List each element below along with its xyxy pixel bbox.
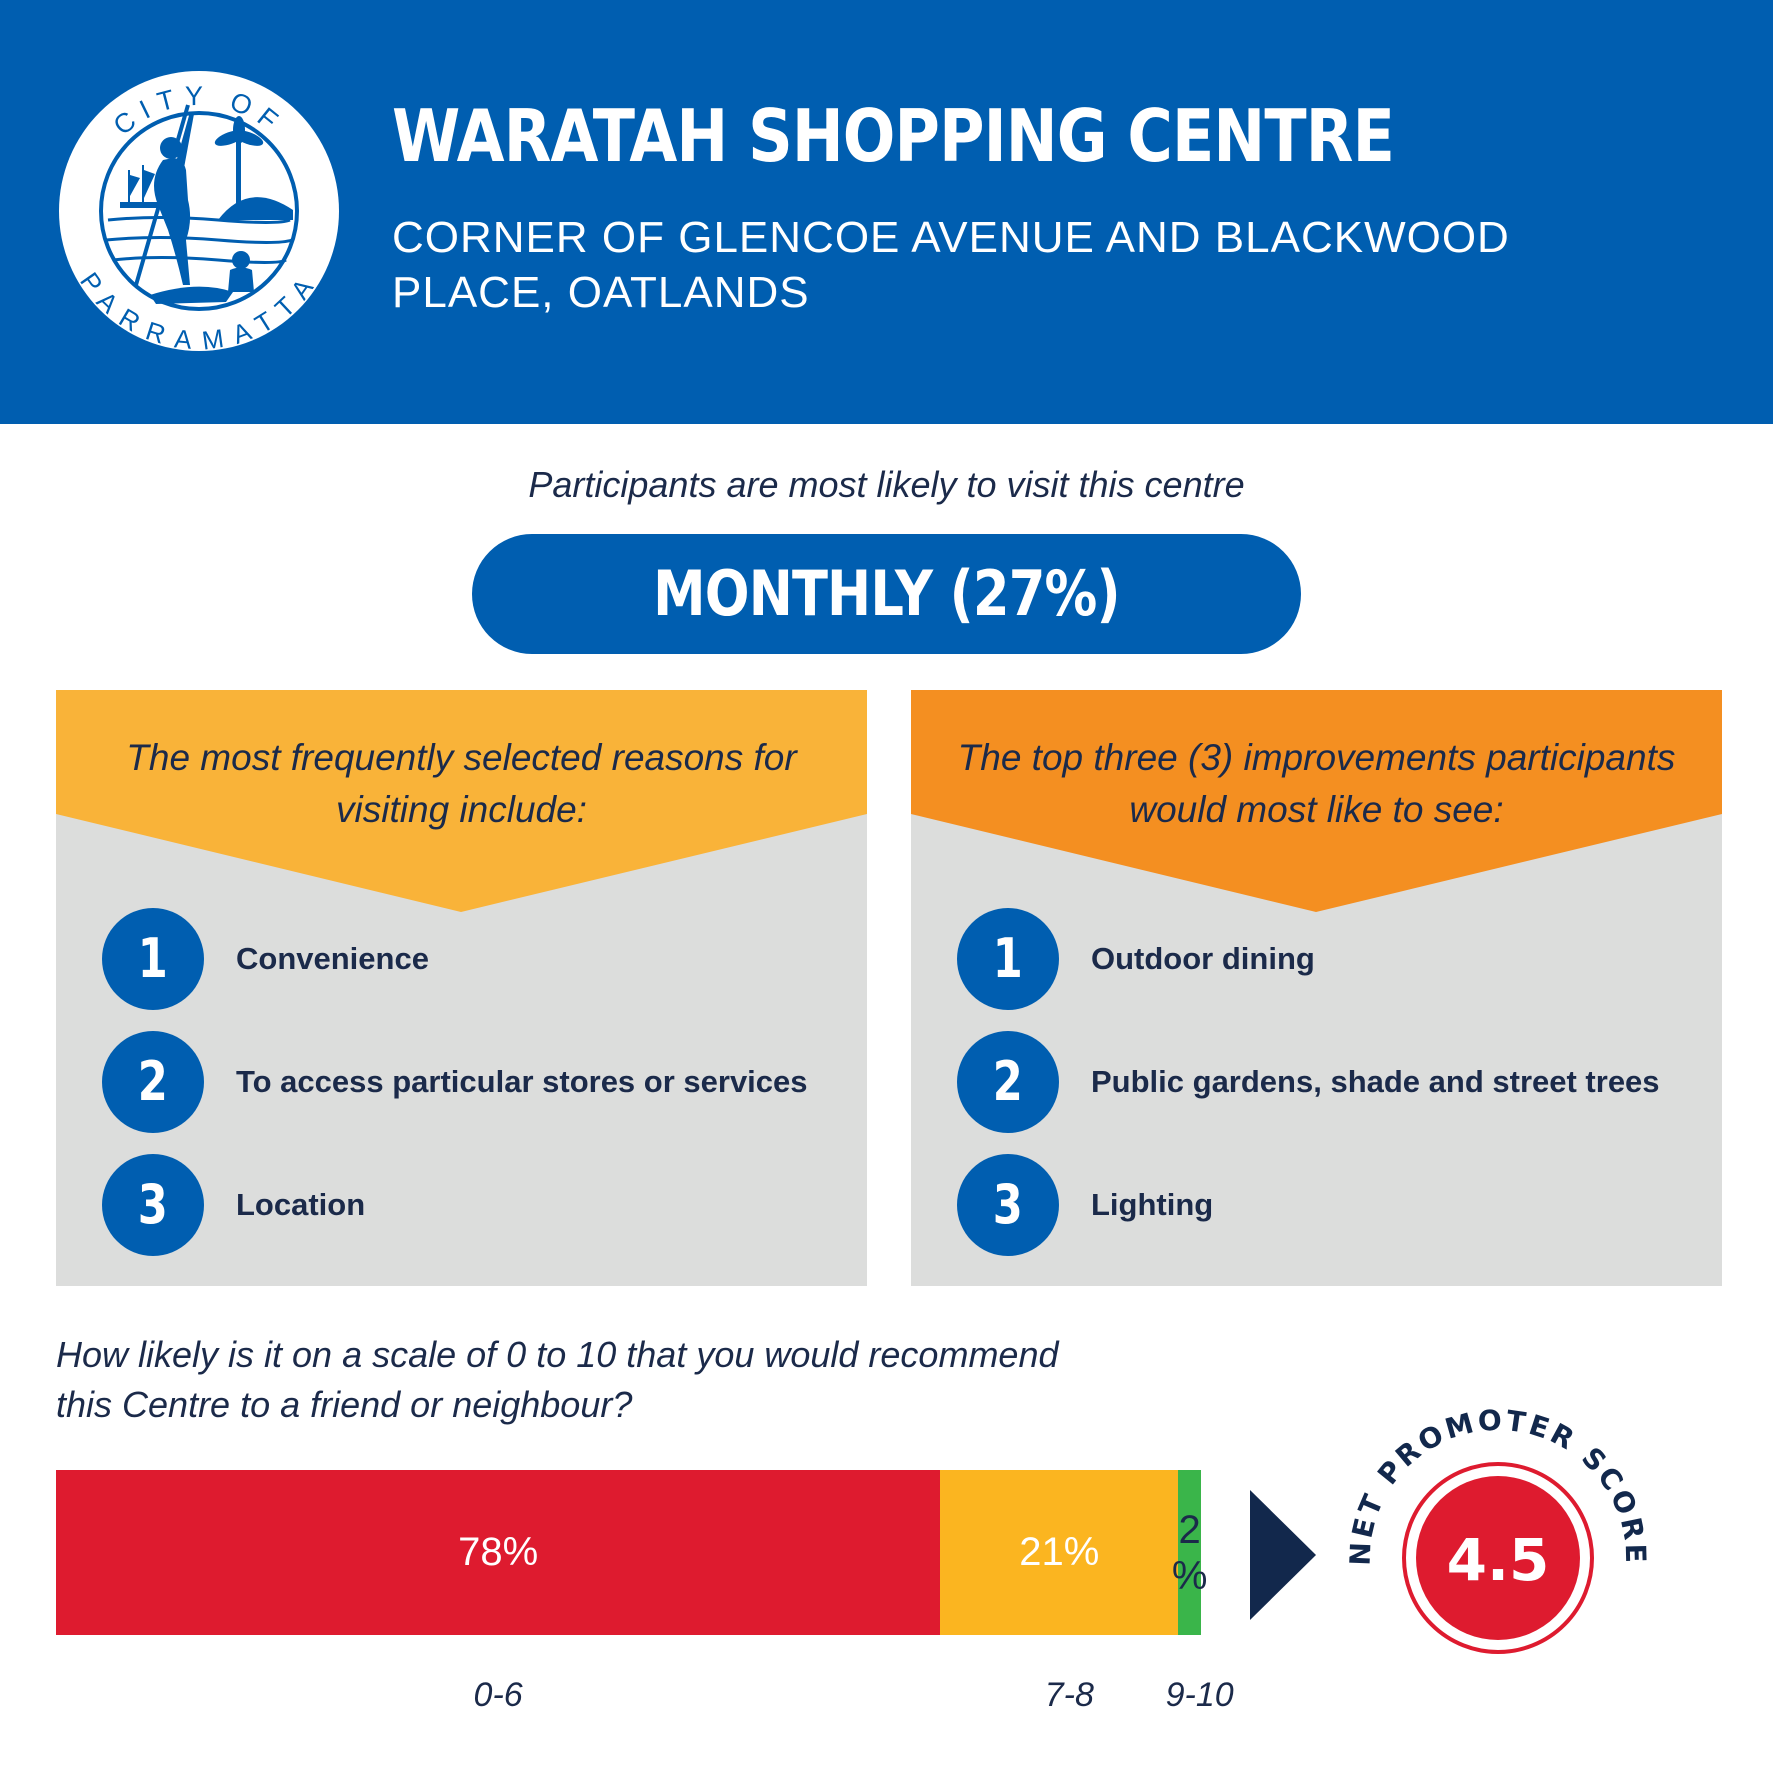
- number-text: 3: [137, 1173, 169, 1236]
- list-item: 1 Outdoor dining: [957, 908, 1697, 1010]
- recommend-stacked-bar: 78% 21% 2%: [56, 1470, 1207, 1635]
- improvement-label: Outdoor dining: [1091, 941, 1315, 976]
- number-text: 2: [137, 1050, 169, 1113]
- question-line-2: this Centre to a friend or neighbour?: [56, 1384, 633, 1425]
- net-promoter-score-badge: NET PROMOTER SCORE 4.5: [1348, 1408, 1648, 1654]
- reason-label: To access particular stores or services: [236, 1064, 808, 1099]
- address-line-1: CORNER OF GLENCOE AVENUE AND BLACKWOOD: [392, 213, 1510, 262]
- frequency-badge: MONTHLY (27%): [472, 534, 1301, 654]
- city-of-parramatta-logo: CITY OF PARRAMATTA: [59, 71, 339, 352]
- frequency-label: Participants are most likely to visit th…: [528, 464, 1245, 505]
- segment-value-unit: %: [1171, 1553, 1208, 1598]
- category-label: 0-6: [473, 1676, 523, 1714]
- segment-value-number: 2: [1178, 1507, 1201, 1552]
- list-item: 3 Location: [102, 1154, 842, 1256]
- list-item: 2 To access particular stores or service…: [102, 1031, 842, 1133]
- number-badge: 1: [957, 908, 1059, 1010]
- list-item: 2 Public gardens, shade and street trees: [957, 1031, 1697, 1133]
- improvement-label: Public gardens, shade and street trees: [1091, 1064, 1660, 1099]
- frequency-value: MONTHLY (27%): [653, 557, 1120, 630]
- arrow-right-icon: [1250, 1490, 1316, 1620]
- number-text: 1: [992, 927, 1024, 990]
- reason-label: Convenience: [236, 941, 429, 976]
- improvement-label: Lighting: [1091, 1187, 1214, 1222]
- improvements-heading: The top three (3) improvements participa…: [957, 737, 1676, 830]
- number-text: 1: [137, 927, 169, 990]
- bar-segment-7-8: 21%: [940, 1470, 1179, 1635]
- improvements-banner: [911, 690, 1722, 912]
- reasons-banner: [56, 690, 867, 912]
- reasons-panel: The most frequently selected reasons for…: [56, 690, 867, 1286]
- number-text: 2: [992, 1050, 1024, 1113]
- address: CORNER OF GLENCOE AVENUE AND BLACKWOOD P…: [392, 210, 1592, 320]
- improvements-panel: The top three (3) improvements participa…: [911, 690, 1722, 1286]
- question-line-1: How likely is it on a scale of 0 to 10 t…: [56, 1334, 1059, 1375]
- reason-label: Location: [236, 1187, 366, 1222]
- segment-value-label: 21%: [1019, 1530, 1100, 1574]
- segment-value-label: 78%: [458, 1530, 539, 1574]
- address-line-2: PLACE, OATLANDS: [392, 268, 810, 317]
- reasons-heading: The most frequently selected reasons for…: [126, 737, 797, 830]
- number-text: 3: [992, 1173, 1024, 1236]
- bar-segment-0-6: 78%: [56, 1470, 941, 1635]
- number-badge: 3: [102, 1154, 204, 1256]
- page-title: WARATAH SHOPPING CENTRE: [392, 94, 1395, 178]
- list-item: 3 Lighting: [957, 1154, 1697, 1256]
- category-label: 9-10: [1165, 1676, 1234, 1714]
- number-badge: 2: [957, 1031, 1059, 1133]
- bar-segment-9-10: [1178, 1470, 1201, 1635]
- list-item: 1 Convenience: [102, 908, 842, 1010]
- number-badge: 3: [957, 1154, 1059, 1256]
- number-badge: 2: [102, 1031, 204, 1133]
- nps-value: 4.5: [1447, 1526, 1550, 1594]
- header-banner: CITY OF PARRAMATTA: [0, 0, 1773, 424]
- segment-value-label: 2%: [1170, 1470, 1210, 1635]
- recommend-question: How likely is it on a scale of 0 to 10 t…: [56, 1330, 1256, 1430]
- number-badge: 1: [102, 908, 204, 1010]
- category-label: 7-8: [1044, 1676, 1094, 1714]
